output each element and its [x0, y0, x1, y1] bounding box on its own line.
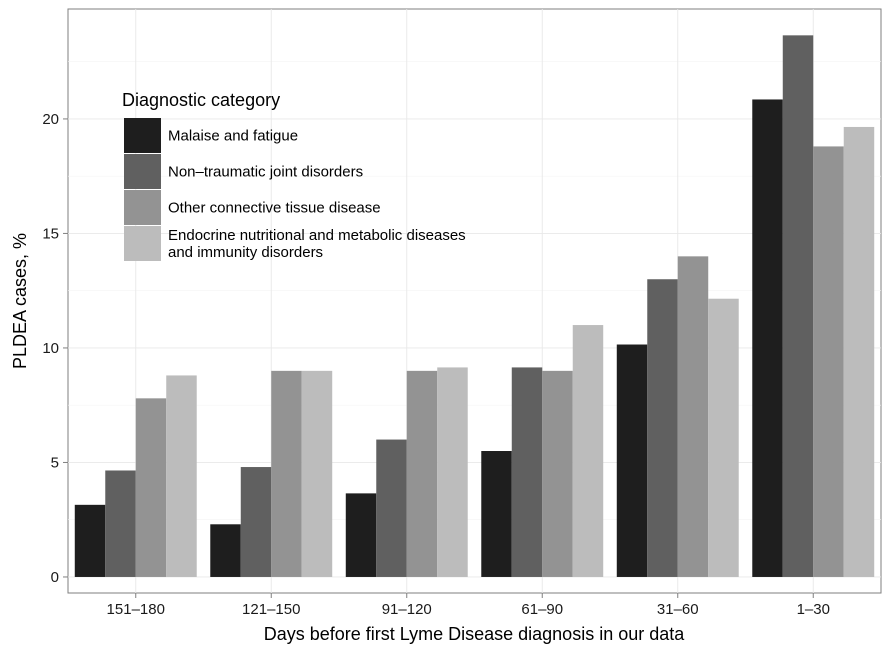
gridlines [68, 9, 881, 593]
bar [437, 367, 468, 577]
y-tick-label: 0 [51, 569, 59, 586]
bar [481, 451, 512, 577]
legend-label: Non–traumatic joint disorders [168, 164, 363, 181]
x-tick-label: 61–90 [521, 601, 563, 618]
legend-swatch [124, 190, 161, 225]
bar [782, 35, 814, 577]
legend-swatch [124, 154, 161, 189]
legend-label: Other connective tissue disease [168, 200, 381, 217]
x-tick-label: 31–60 [657, 601, 699, 618]
legend-items: Malaise and fatigue Non–traumatic joint d… [124, 118, 466, 261]
bar [572, 325, 604, 577]
bar [511, 367, 543, 577]
legend-item: Non–traumatic joint disorders [124, 154, 363, 189]
x-tick-label: 121–150 [242, 601, 300, 618]
legend: Diagnostic category Malaise and fatigue N… [122, 90, 466, 261]
bar-group [210, 370, 333, 577]
bar [240, 467, 272, 577]
x-axis: 151–180 121–150 91–120 61–90 31–60 1–30 [107, 593, 830, 618]
bar [105, 470, 136, 577]
bar [647, 279, 678, 577]
bar [135, 398, 167, 577]
plot-panel [67, 8, 882, 594]
legend-title: Diagnostic category [122, 90, 280, 110]
bar [210, 524, 241, 577]
bar [345, 493, 377, 577]
bar [813, 146, 844, 577]
bar [301, 370, 333, 577]
y-axis: 0 5 10 15 20 [42, 111, 68, 586]
y-axis-title: PLDEA cases, % [10, 233, 30, 369]
bar-group [752, 35, 875, 577]
legend-swatch [124, 226, 161, 261]
legend-label: Malaise and fatigue [168, 128, 298, 145]
bar [752, 99, 783, 577]
bar [376, 439, 407, 577]
bar [542, 370, 573, 577]
legend-label: Endocrine nutritional and metabolic dise… [168, 227, 466, 261]
bar-group [481, 325, 604, 577]
bar [616, 344, 648, 577]
bar [74, 504, 106, 577]
y-tick-label: 5 [51, 454, 59, 471]
bar [271, 370, 302, 577]
bar [166, 375, 197, 577]
y-tick-label: 10 [42, 340, 59, 357]
bar-group [345, 367, 468, 577]
bar-group [74, 375, 197, 577]
x-tick-label: 91–120 [382, 601, 432, 618]
legend-swatch [124, 118, 161, 153]
legend-item: Malaise and fatigue [124, 118, 298, 153]
bar-group [616, 256, 739, 577]
bar [406, 370, 438, 577]
x-axis-title: Days before first Lyme Disease diagnosis… [264, 624, 686, 644]
y-tick-label: 20 [42, 111, 59, 128]
x-tick-label: 1–30 [797, 601, 830, 618]
y-tick-label: 15 [42, 225, 59, 242]
legend-item: Endocrine nutritional and metabolic dise… [124, 226, 466, 261]
bar [708, 298, 739, 577]
x-tick-label: 151–180 [107, 601, 165, 618]
bars [74, 35, 875, 577]
legend-item: Other connective tissue disease [124, 190, 381, 225]
bar [843, 126, 875, 577]
bar [677, 256, 709, 577]
